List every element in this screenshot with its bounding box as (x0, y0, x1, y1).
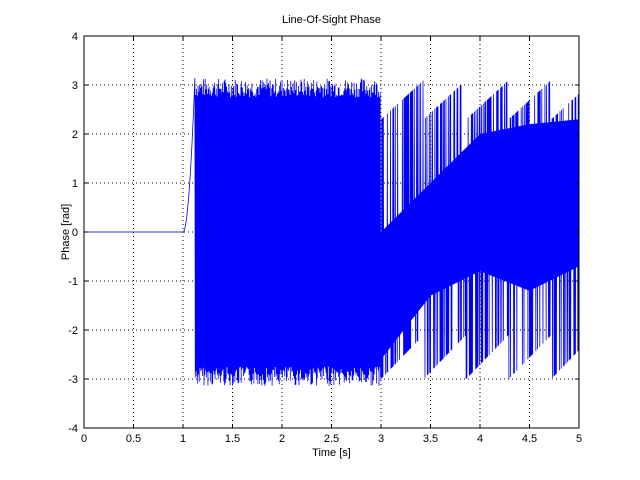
x-tick-label: 3.5 (423, 433, 438, 445)
chart-title: Line-Of-Sight Phase (282, 14, 381, 26)
x-tick-label: 2 (279, 433, 285, 445)
x-tick-label: 1.5 (225, 433, 240, 445)
y-axis-label: Phase [rad] (60, 204, 72, 260)
y-tick-label: -1 (68, 276, 78, 288)
x-tick-label: 0.5 (126, 433, 141, 445)
x-tick-label: 1 (180, 433, 186, 445)
y-tick-label: 2 (72, 129, 78, 141)
y-tick-labels: -4 -3 -2 -1 0 1 2 3 4 (68, 31, 78, 435)
y-tick-label: -4 (68, 423, 78, 435)
x-tick-label: 0 (81, 433, 87, 445)
x-tick-label: 3 (378, 433, 384, 445)
x-tick-label: 4 (477, 433, 483, 445)
x-axis-label: Time [s] (312, 447, 351, 459)
x-tick-label: 2.5 (324, 433, 339, 445)
x-tick-labels: 0 0.5 1 1.5 2 2.5 3 3.5 4 4.5 5 (81, 433, 582, 445)
x-tick-label: 5 (576, 433, 582, 445)
phase-signal (84, 78, 580, 386)
y-tick-label: 4 (72, 31, 78, 43)
phase-series-line (84, 78, 580, 386)
axis-ticks (83, 35, 580, 429)
y-tick-label: -3 (68, 374, 78, 386)
y-tick-label: -2 (68, 325, 78, 337)
y-tick-label: 0 (72, 227, 78, 239)
y-tick-label: 1 (72, 178, 78, 190)
y-tick-label: 3 (72, 80, 78, 92)
x-tick-label: 4.5 (522, 433, 537, 445)
